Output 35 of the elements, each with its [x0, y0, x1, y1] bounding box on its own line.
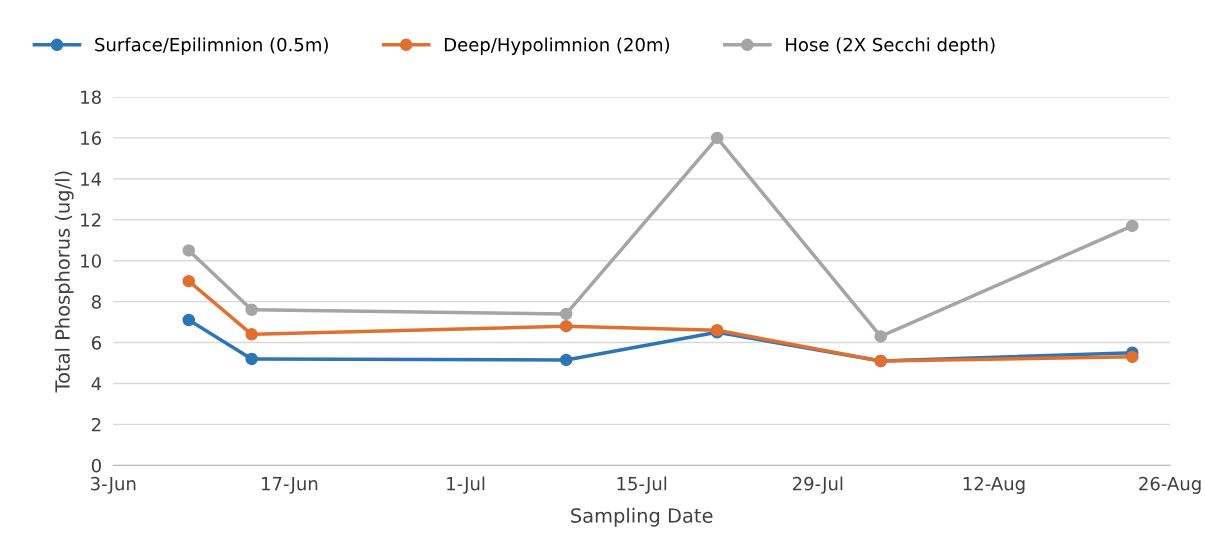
- x-tick-label: 29-Jul: [792, 476, 843, 494]
- y-tick-label: 14: [81, 172, 102, 186]
- legend-label: Hose (2X Secchi depth): [786, 37, 995, 55]
- y-tick-label: 2: [91, 417, 101, 432]
- y-axis-title: Total Phosphorus (ug/l): [54, 171, 74, 393]
- point: [245, 352, 258, 366]
- point: [1126, 350, 1139, 364]
- point: [182, 244, 196, 257]
- y-tick-label: 12: [81, 213, 101, 227]
- point: [710, 131, 724, 145]
- point: [245, 303, 258, 317]
- x-tick-label: 15-Jul: [617, 476, 667, 494]
- point: [559, 307, 573, 321]
- y-tick-label: 18: [81, 90, 101, 105]
- y-tick-label: 6: [91, 336, 102, 350]
- y-tick-label: 10: [81, 254, 101, 268]
- point: [559, 319, 573, 333]
- point: [1126, 219, 1139, 233]
- x-tick-label: 26-Aug: [1139, 476, 1201, 494]
- x-tick-label: 3-Jun: [91, 476, 136, 494]
- point: [245, 328, 258, 341]
- y-tick-label: 16: [81, 131, 102, 145]
- point: [182, 313, 196, 327]
- legend-label: Deep/Hypolimnion (20m): [444, 37, 670, 55]
- y-tick-label: 8: [91, 295, 101, 309]
- legend-label: Surface/Epilimnion (0.5m): [95, 37, 328, 55]
- y-tick-label: 0: [91, 458, 101, 473]
- x-tick-label: 1-Jul: [447, 476, 485, 494]
- x-tick-label: 12-Aug: [963, 476, 1025, 494]
- point: [182, 274, 196, 288]
- x-tick-label: 17-Jun: [262, 477, 318, 494]
- x-axis-title: Sampling Date: [571, 507, 713, 527]
- y-tick-label: 4: [91, 377, 102, 391]
- point: [559, 353, 573, 367]
- point: [874, 330, 887, 343]
